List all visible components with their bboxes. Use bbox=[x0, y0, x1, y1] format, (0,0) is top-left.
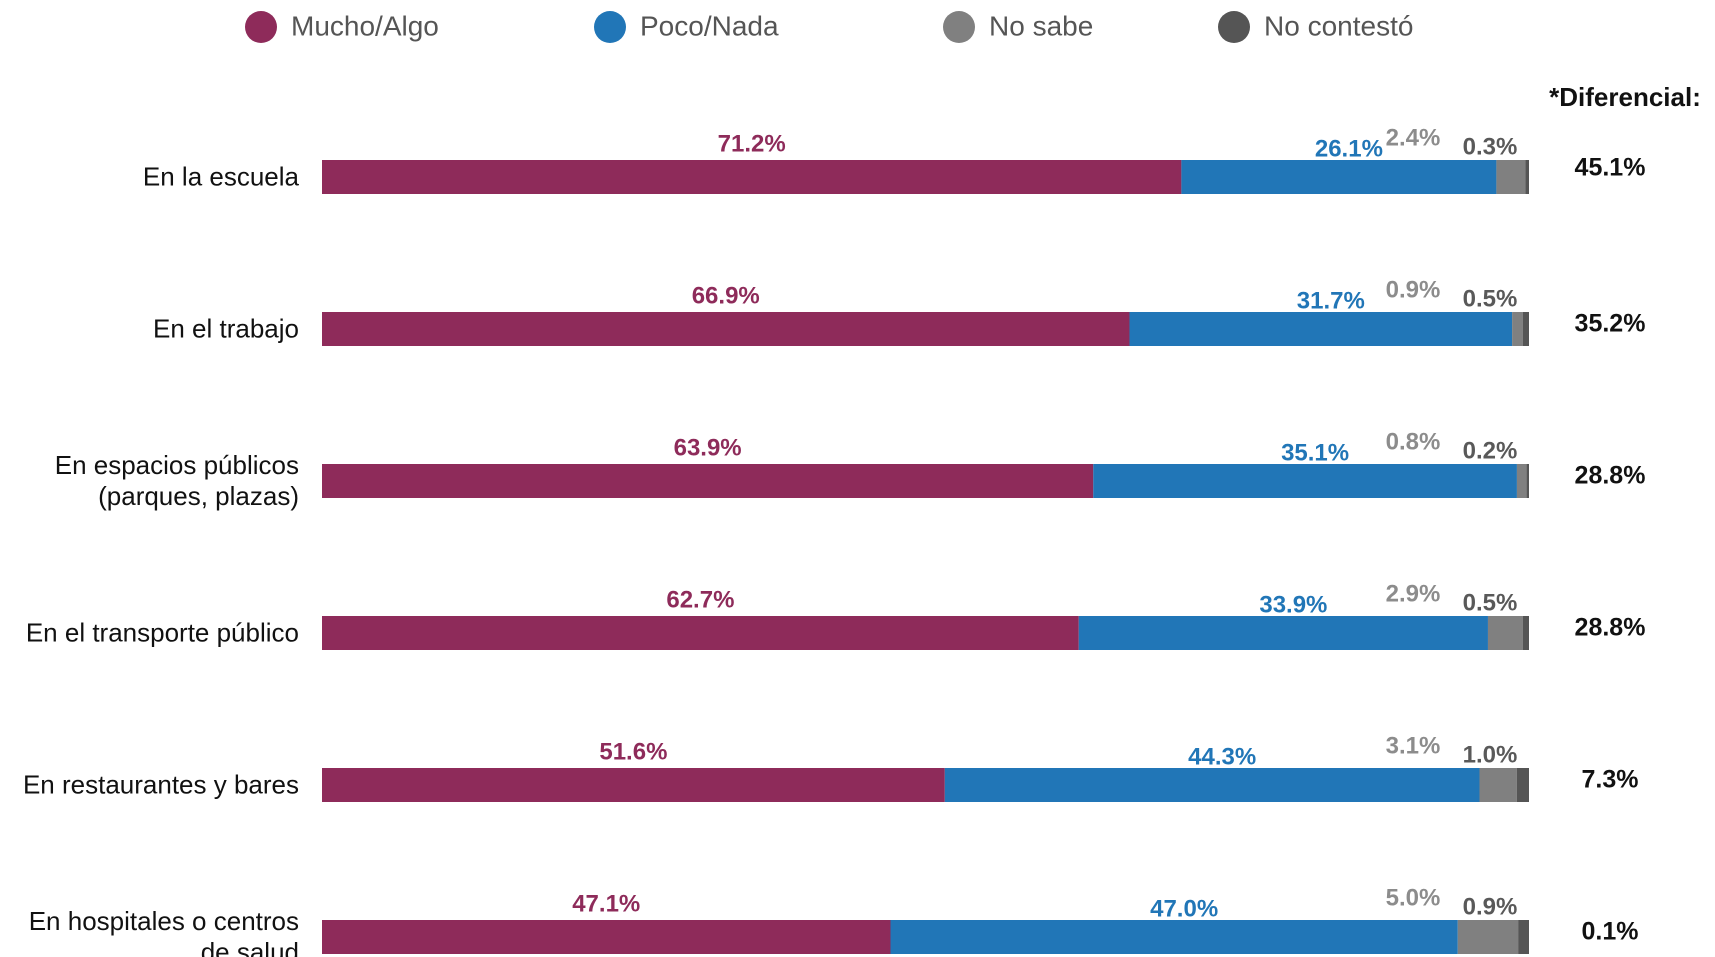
value-label: 51.6% bbox=[599, 738, 667, 765]
value-label: 5.0% bbox=[1386, 884, 1441, 911]
value-label: 47.1% bbox=[572, 890, 640, 917]
value-label: 2.9% bbox=[1386, 580, 1441, 607]
value-label: 71.2% bbox=[718, 130, 786, 157]
value-label: 2.4% bbox=[1386, 124, 1441, 151]
diferencial-value: 28.8% bbox=[1575, 614, 1646, 642]
diferencial-value: 28.8% bbox=[1575, 462, 1646, 490]
category-label: En el trabajo bbox=[153, 313, 299, 344]
legend-marker bbox=[1218, 11, 1250, 43]
category-label: En restaurantes y bares bbox=[22, 769, 299, 800]
legend-label: No contestó bbox=[1264, 10, 1413, 41]
bar-segment bbox=[1457, 920, 1519, 954]
value-label: 44.3% bbox=[1188, 743, 1256, 770]
bar-segment bbox=[1487, 616, 1523, 650]
legend-label: Mucho/Algo bbox=[291, 10, 439, 41]
value-label: 0.9% bbox=[1386, 276, 1441, 303]
bar-segment bbox=[1479, 768, 1517, 802]
value-label: 0.9% bbox=[1463, 893, 1518, 920]
value-label: 3.1% bbox=[1386, 732, 1441, 759]
value-label: 47.0% bbox=[1150, 895, 1218, 922]
bar-segment bbox=[944, 768, 1480, 802]
value-label: 35.1% bbox=[1281, 439, 1349, 466]
bar-segment bbox=[890, 920, 1458, 954]
bar-segment bbox=[322, 312, 1130, 346]
bar-segment bbox=[1129, 312, 1513, 346]
legend-marker bbox=[943, 11, 975, 43]
bar-segment bbox=[322, 464, 1094, 498]
legend-label: Poco/Nada bbox=[640, 10, 779, 41]
bar-segment bbox=[322, 160, 1182, 194]
bar-segment bbox=[322, 616, 1079, 650]
value-label: 1.0% bbox=[1463, 741, 1518, 768]
bar-segment bbox=[322, 768, 945, 802]
bar-segment bbox=[1078, 616, 1488, 650]
category-label: En hospitales o centros de salud bbox=[28, 906, 299, 957]
bar-segment bbox=[1522, 312, 1529, 346]
bar-segment bbox=[1512, 312, 1523, 346]
bar-segment bbox=[1526, 464, 1529, 498]
diferencial-title: *Diferencial: bbox=[1549, 82, 1701, 112]
value-label: 0.5% bbox=[1463, 589, 1518, 616]
category-label: En espacios públicos (parques, plazas) bbox=[54, 450, 299, 511]
diferencial-value: 35.2% bbox=[1575, 310, 1646, 338]
legend-marker bbox=[594, 11, 626, 43]
diferencial-value: 7.3% bbox=[1582, 766, 1639, 794]
bar-segment bbox=[1496, 160, 1526, 194]
bar-segment bbox=[322, 920, 891, 954]
legend-label: No sabe bbox=[989, 10, 1093, 41]
value-label: 33.9% bbox=[1259, 591, 1327, 618]
value-label: 31.7% bbox=[1297, 287, 1365, 314]
value-label: 26.1% bbox=[1315, 135, 1383, 162]
diferencial-value: 0.1% bbox=[1582, 918, 1639, 946]
value-label: 0.5% bbox=[1463, 285, 1518, 312]
value-label: 62.7% bbox=[666, 586, 734, 613]
bar-segment bbox=[1518, 920, 1529, 954]
bar-segment bbox=[1522, 616, 1529, 650]
value-label: 63.9% bbox=[674, 434, 742, 461]
bar-segment bbox=[1525, 160, 1529, 194]
value-label: 0.8% bbox=[1386, 428, 1441, 455]
bar-segment bbox=[1093, 464, 1517, 498]
bar-segment bbox=[1516, 768, 1529, 802]
bar-segment bbox=[1516, 464, 1527, 498]
bar-segment bbox=[1181, 160, 1497, 194]
diferencial-value: 45.1% bbox=[1575, 154, 1646, 182]
value-label: 66.9% bbox=[692, 282, 760, 309]
category-label: En la escuela bbox=[142, 161, 299, 192]
value-label: 0.2% bbox=[1463, 437, 1518, 464]
value-label: 0.3% bbox=[1463, 133, 1518, 160]
category-label: En el transporte público bbox=[25, 617, 299, 648]
legend-marker bbox=[245, 11, 277, 43]
